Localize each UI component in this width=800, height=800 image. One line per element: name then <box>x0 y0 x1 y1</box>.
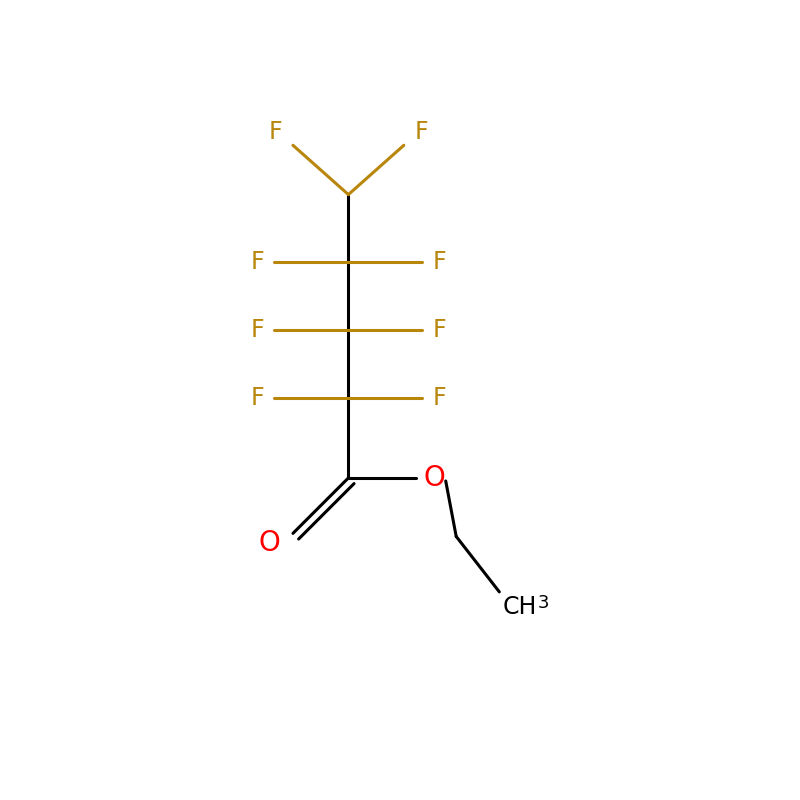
Text: F: F <box>433 318 446 342</box>
Text: F: F <box>250 386 264 410</box>
Text: F: F <box>250 250 264 274</box>
Text: O: O <box>424 464 446 492</box>
Text: CH: CH <box>502 595 537 619</box>
Text: F: F <box>414 120 428 144</box>
Text: F: F <box>250 318 264 342</box>
Text: F: F <box>433 386 446 410</box>
Text: F: F <box>433 250 446 274</box>
Text: O: O <box>258 529 281 557</box>
Text: F: F <box>269 120 282 144</box>
Text: 3: 3 <box>538 594 550 612</box>
